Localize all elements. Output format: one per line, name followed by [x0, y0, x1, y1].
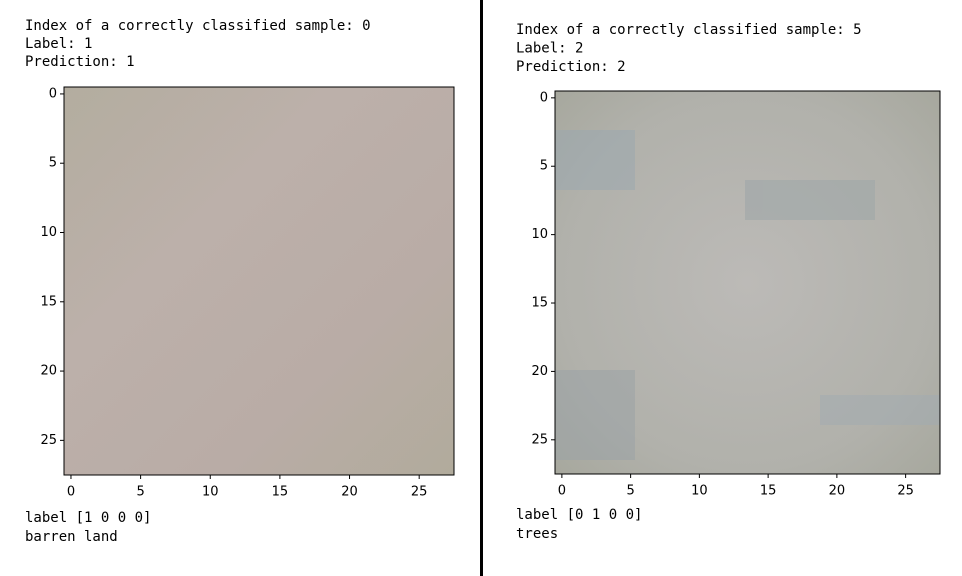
header-line: Prediction: 2 — [516, 59, 626, 75]
x-tick-label: 15 — [272, 485, 289, 500]
header-line: Prediction: 1 — [25, 54, 135, 70]
footer-line: label [1 0 0 0] — [25, 510, 151, 526]
y-tick-label: 10 — [531, 227, 548, 242]
x-tick-label: 5 — [136, 485, 144, 500]
x-tick-label: 20 — [829, 484, 846, 499]
x-tick-label: 20 — [341, 485, 358, 500]
y-tick-label: 0 — [540, 90, 548, 105]
footer-line: label [0 1 0 0] — [516, 507, 642, 523]
y-tick-label: 10 — [40, 225, 57, 240]
x-tick-label: 10 — [691, 484, 708, 499]
x-tick-label: 25 — [411, 485, 428, 500]
y-tick-label: 15 — [40, 294, 57, 309]
y-tick-label: 0 — [49, 86, 57, 101]
x-tick-label: 5 — [626, 484, 634, 499]
header-line: Label: 1 — [25, 36, 92, 52]
y-tick-label: 5 — [540, 159, 548, 174]
y-tick-label: 20 — [531, 364, 548, 379]
x-tick-label: 10 — [202, 485, 219, 500]
x-tick-label: 15 — [760, 484, 777, 499]
image-detail — [555, 130, 940, 460]
footer-line: trees — [516, 526, 558, 542]
image — [64, 87, 454, 475]
header-line: Index of a correctly classified sample: … — [516, 22, 862, 38]
y-tick-label: 25 — [40, 433, 57, 448]
axes-frame — [63, 86, 455, 476]
axes-frame — [554, 90, 941, 475]
y-tick-label: 25 — [531, 432, 548, 447]
y-tick-label: 20 — [40, 364, 57, 379]
x-tick-label: 0 — [67, 485, 75, 500]
header-line: Index of a correctly classified sample: … — [25, 18, 371, 34]
y-tick-label: 15 — [531, 296, 548, 311]
footer-line: barren land — [25, 529, 118, 545]
header-line: Label: 2 — [516, 41, 583, 57]
x-tick-label: 25 — [897, 484, 914, 499]
divider — [480, 0, 483, 576]
x-tick-label: 0 — [558, 484, 566, 499]
y-tick-label: 5 — [49, 156, 57, 171]
